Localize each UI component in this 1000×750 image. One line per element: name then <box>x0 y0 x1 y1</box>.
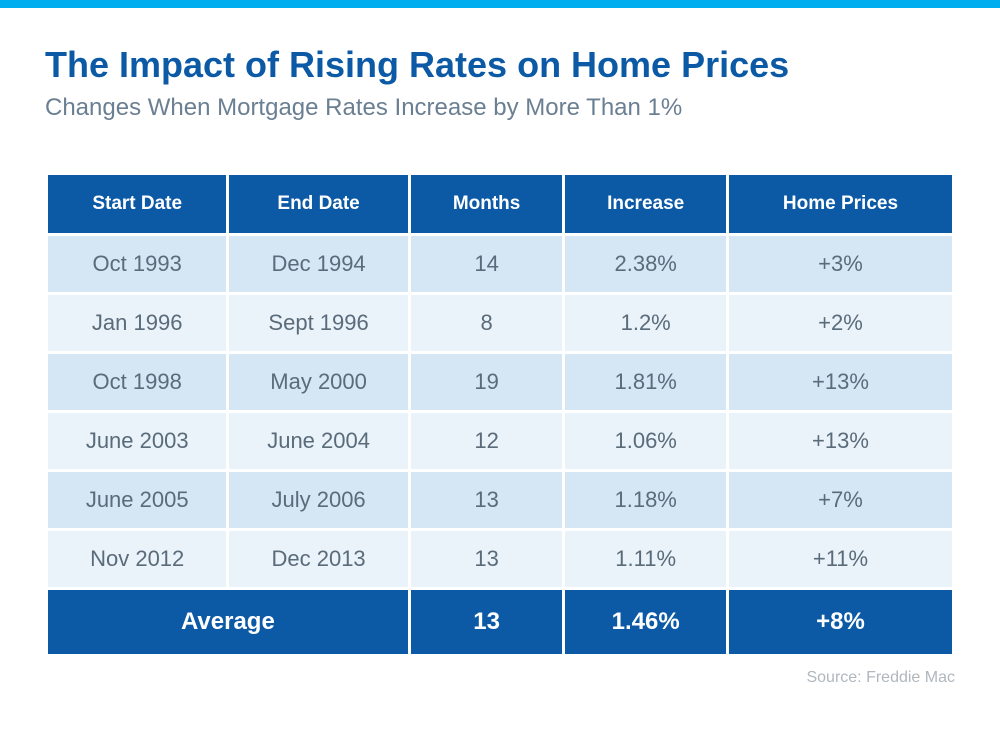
accent-bar <box>0 0 1000 8</box>
cell: 13 <box>411 531 563 587</box>
cell: 1.06% <box>565 413 726 469</box>
cell: 1.11% <box>565 531 726 587</box>
cell: 1.18% <box>565 472 726 528</box>
col-start-date: Start Date <box>48 175 226 233</box>
cell: +3% <box>729 236 952 292</box>
page-title: The Impact of Rising Rates on Home Price… <box>45 43 955 86</box>
avg-increase: 1.46% <box>565 590 726 654</box>
page-subtitle: Changes When Mortgage Rates Increase by … <box>45 94 955 122</box>
cell: Dec 2013 <box>229 531 407 587</box>
cell: Oct 1998 <box>48 354 226 410</box>
cell: +7% <box>729 472 952 528</box>
col-end-date: End Date <box>229 175 407 233</box>
cell: Dec 1994 <box>229 236 407 292</box>
col-months: Months <box>411 175 563 233</box>
cell: 12 <box>411 413 563 469</box>
cell: 8 <box>411 295 563 351</box>
table-row: June 2005 July 2006 13 1.18% +7% <box>48 472 952 528</box>
cell: +11% <box>729 531 952 587</box>
cell: May 2000 <box>229 354 407 410</box>
cell: June 2003 <box>48 413 226 469</box>
col-increase: Increase <box>565 175 726 233</box>
table-body: Oct 1993 Dec 1994 14 2.38% +3% Jan 1996 … <box>48 236 952 654</box>
cell: 1.2% <box>565 295 726 351</box>
content-container: The Impact of Rising Rates on Home Price… <box>0 8 1000 707</box>
cell: +2% <box>729 295 952 351</box>
avg-months: 13 <box>411 590 563 654</box>
rates-table: Start Date End Date Months Increase Home… <box>45 172 955 657</box>
cell: 19 <box>411 354 563 410</box>
avg-home-prices: +8% <box>729 590 952 654</box>
cell: 14 <box>411 236 563 292</box>
avg-label: Average <box>48 590 408 654</box>
source-attribution: Source: Freddie Mac <box>45 669 955 687</box>
table-row: June 2003 June 2004 12 1.06% +13% <box>48 413 952 469</box>
table-row: Oct 1993 Dec 1994 14 2.38% +3% <box>48 236 952 292</box>
cell: Nov 2012 <box>48 531 226 587</box>
col-home-prices: Home Prices <box>729 175 952 233</box>
table-row: Jan 1996 Sept 1996 8 1.2% +2% <box>48 295 952 351</box>
cell: 13 <box>411 472 563 528</box>
table-row: Oct 1998 May 2000 19 1.81% +13% <box>48 354 952 410</box>
cell: +13% <box>729 354 952 410</box>
table-row: Nov 2012 Dec 2013 13 1.11% +11% <box>48 531 952 587</box>
cell: July 2006 <box>229 472 407 528</box>
cell: June 2005 <box>48 472 226 528</box>
cell: June 2004 <box>229 413 407 469</box>
cell: Jan 1996 <box>48 295 226 351</box>
table-average-row: Average 13 1.46% +8% <box>48 590 952 654</box>
cell: Oct 1993 <box>48 236 226 292</box>
table-header-row: Start Date End Date Months Increase Home… <box>48 175 952 233</box>
cell: Sept 1996 <box>229 295 407 351</box>
cell: 1.81% <box>565 354 726 410</box>
cell: 2.38% <box>565 236 726 292</box>
cell: +13% <box>729 413 952 469</box>
